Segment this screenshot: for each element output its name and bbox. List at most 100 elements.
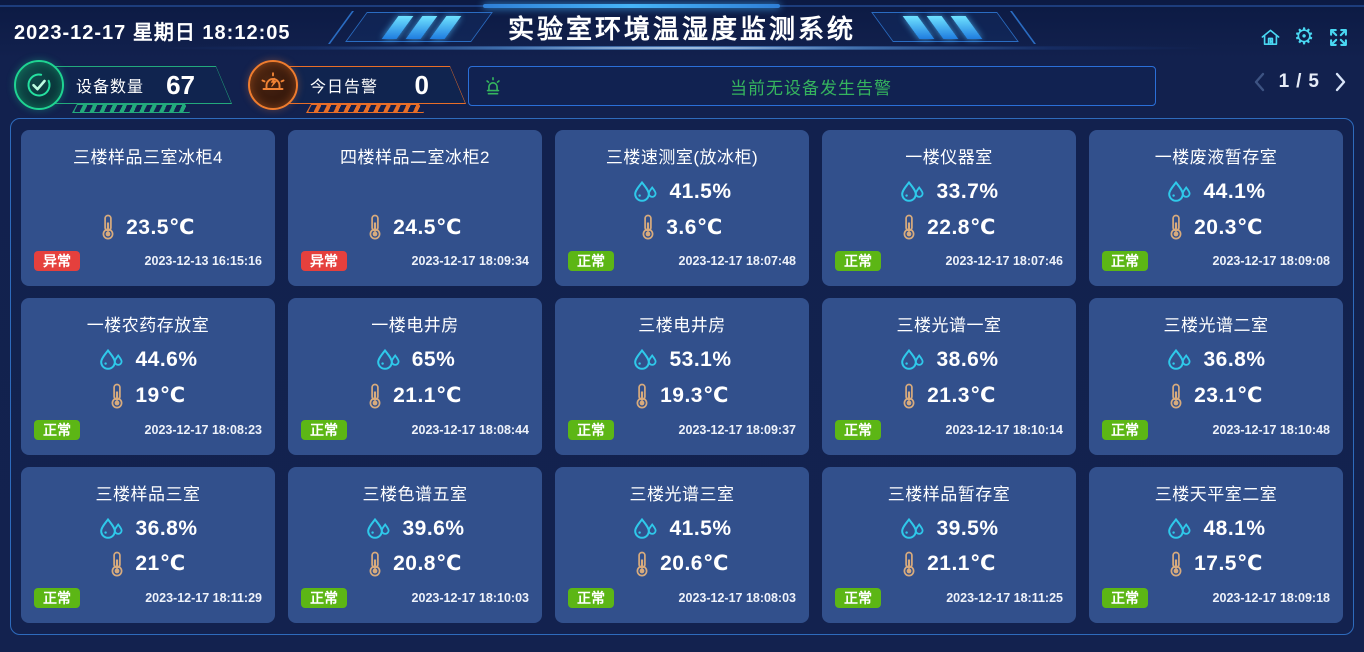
- thermometer-icon: [641, 214, 655, 240]
- status-badge: 正常: [568, 419, 614, 440]
- sensor-card[interactable]: 三楼电井房 53.1%: [555, 298, 809, 455]
- humidity-icon: [1166, 517, 1192, 541]
- room-name: 三楼光谱一室: [896, 316, 1002, 336]
- sensor-card[interactable]: 三楼速测室(放冰柜) 41.5%: [555, 130, 809, 287]
- temperature-value: 23.5℃: [126, 215, 195, 239]
- sensor-card[interactable]: 一楼电井房 65%: [288, 298, 542, 455]
- humidity-icon: [632, 348, 658, 372]
- humidity-value: 36.8%: [1203, 348, 1266, 372]
- today-alarm-label: 今日告警: [310, 79, 379, 96]
- reading-timestamp: 2023-12-17 18:07:48: [678, 254, 796, 269]
- temperature-value: 20.6℃: [660, 552, 729, 576]
- device-count-widget: 设备数量 67: [14, 60, 232, 110]
- sensor-card[interactable]: 三楼样品暂存室 39.5%: [822, 466, 1076, 623]
- status-badge: 正常: [301, 419, 347, 440]
- humidity-row: 53.1%: [555, 345, 809, 375]
- humidity-row: 38.6%: [822, 345, 1076, 375]
- thermometer-icon: [368, 214, 382, 240]
- room-name: 三楼光谱二室: [1163, 316, 1269, 336]
- status-badge: 正常: [568, 587, 614, 608]
- humidity-value: 38.6%: [936, 348, 999, 372]
- status-badge: 正常: [1102, 587, 1148, 608]
- temperature-row: 21.3℃: [822, 381, 1076, 411]
- sensor-card[interactable]: 一楼农药存放室 44.6%: [21, 298, 275, 455]
- reading-timestamp: 2023-12-17 18:11:29: [145, 590, 262, 605]
- sensor-card[interactable]: 一楼仪器室 33.7%: [822, 130, 1076, 287]
- temperature-row: 24.5℃: [288, 212, 542, 242]
- temperature-value: 24.5℃: [393, 215, 462, 239]
- siren-icon: [483, 75, 503, 97]
- sensor-card[interactable]: 三楼光谱三室 41.5%: [555, 466, 809, 623]
- header-top-line-accent: [483, 4, 780, 8]
- humidity-value: 36.8%: [135, 516, 198, 540]
- temperature-row: 17.5℃: [1089, 549, 1343, 579]
- temperature-value: 21.3℃: [927, 384, 996, 408]
- temperature-value: 21.1℃: [393, 384, 462, 408]
- humidity-row: 41.5%: [555, 177, 809, 207]
- status-badge: 正常: [301, 587, 347, 608]
- room-name: 三楼速测室(放冰柜): [605, 148, 759, 167]
- reading-timestamp: 2023-12-17 18:07:46: [945, 254, 1063, 269]
- humidity-value: 48.1%: [1203, 516, 1266, 540]
- humidity-icon: [632, 517, 658, 541]
- gear-icon[interactable]: ⚙: [1293, 24, 1315, 50]
- humidity-value: 39.6%: [402, 516, 465, 540]
- humidity-icon: [899, 348, 925, 372]
- sensor-card[interactable]: 三楼光谱二室 36.8%: [1089, 298, 1343, 455]
- status-badge: 正常: [835, 587, 881, 608]
- temperature-value: 21.1℃: [927, 552, 996, 576]
- humidity-icon: [632, 180, 658, 204]
- prev-page-button[interactable]: [1252, 71, 1266, 93]
- room-name: 三楼色谱五室: [362, 484, 468, 504]
- next-page-button[interactable]: [1334, 71, 1348, 93]
- total-pages: 5: [1308, 71, 1321, 92]
- humidity-value: 41.5%: [669, 516, 732, 540]
- room-name: 一楼农药存放室: [86, 316, 210, 336]
- status-badge: 正常: [835, 251, 881, 272]
- reading-timestamp: 2023-12-17 18:10:03: [411, 590, 529, 605]
- thermometer-icon: [1169, 551, 1183, 577]
- check-circle-icon: [14, 60, 64, 110]
- reading-timestamp: 2023-12-17 18:09:37: [678, 422, 796, 437]
- humidity-row: 36.8%: [1089, 345, 1343, 375]
- temperature-row: 21.1℃: [822, 549, 1076, 579]
- sensor-card[interactable]: 四楼样品二室冰柜2: [288, 130, 542, 287]
- humidity-icon: [375, 348, 401, 372]
- humidity-icon: [98, 517, 124, 541]
- room-name: 一楼电井房: [371, 316, 459, 336]
- humidity-row: 44.6%: [21, 345, 275, 375]
- humidity-value: 53.1%: [669, 348, 732, 372]
- temperature-value: 17.5℃: [1194, 552, 1263, 576]
- alert-message: 当前无设备发生告警: [730, 78, 892, 98]
- sensor-card[interactable]: 三楼光谱一室 38.6%: [822, 298, 1076, 455]
- sensor-card[interactable]: 一楼废液暂存室 44.1%: [1089, 130, 1343, 287]
- temperature-value: 19.3℃: [660, 384, 729, 408]
- datetime-display: 2023-12-17 星期日 18:12:05: [14, 22, 291, 44]
- reading-timestamp: 2023-12-17 18:08:03: [678, 590, 796, 605]
- sensor-card[interactable]: 三楼样品三室冰柜4: [21, 130, 275, 287]
- temperature-row: 20.6℃: [555, 549, 809, 579]
- temperature-row: 23.1℃: [1089, 381, 1343, 411]
- reading-timestamp: 2023-12-17 18:09:08: [1212, 254, 1330, 269]
- today-alarm-value: 0: [414, 69, 429, 100]
- alert-ticker-bar: 当前无设备发生告警: [468, 66, 1156, 106]
- sensor-card[interactable]: 三楼样品三室 36.8%: [21, 466, 275, 623]
- home-icon[interactable]: [1258, 25, 1282, 49]
- humidity-value: 44.6%: [135, 348, 198, 372]
- title-underline-glow: [150, 46, 1214, 50]
- device-count-label: 设备数量: [76, 79, 145, 96]
- page-separator: /: [1296, 71, 1304, 92]
- thermometer-icon: [902, 551, 916, 577]
- sensor-card[interactable]: 三楼天平室二室 48.1%: [1089, 466, 1343, 623]
- humidity-row: 39.5%: [822, 514, 1076, 544]
- page-indicator: 1 / 5: [1279, 71, 1321, 93]
- room-name: 三楼样品三室: [95, 484, 201, 504]
- sensor-card[interactable]: 三楼色谱五室 39.6%: [288, 466, 542, 623]
- humidity-icon: [98, 348, 124, 372]
- reading-timestamp: 2023-12-17 18:10:48: [1212, 422, 1330, 437]
- today-alarm-widget: 今日告警 0: [248, 60, 466, 109]
- temperature-value: 20.8℃: [393, 552, 462, 576]
- thermometer-icon: [635, 383, 649, 409]
- status-badge: 异常: [301, 251, 347, 272]
- fullscreen-icon[interactable]: [1326, 25, 1350, 49]
